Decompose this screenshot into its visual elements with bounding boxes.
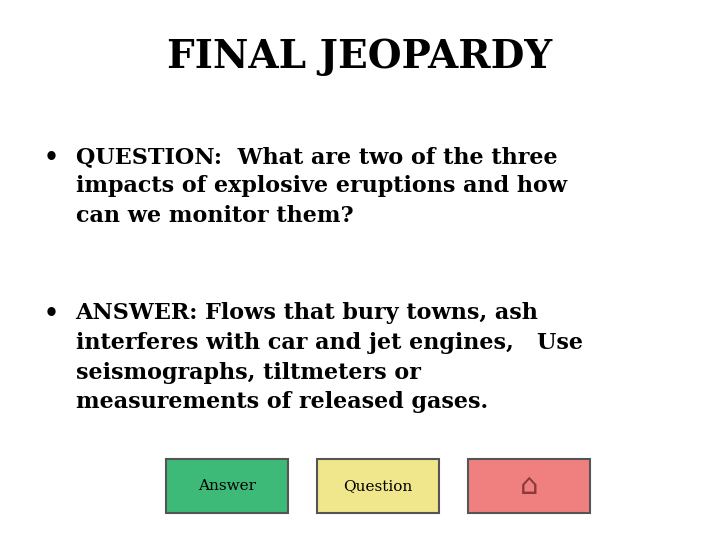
Text: QUESTION:  What are two of the three
impacts of explosive eruptions and how
can : QUESTION: What are two of the three impa…: [76, 146, 567, 227]
Text: Answer: Answer: [198, 479, 256, 493]
Text: FINAL JEOPARDY: FINAL JEOPARDY: [168, 38, 552, 76]
Text: ⌂: ⌂: [520, 472, 539, 500]
FancyBboxPatch shape: [166, 459, 288, 513]
Text: •: •: [43, 302, 58, 326]
Text: Question: Question: [343, 479, 413, 493]
FancyBboxPatch shape: [317, 459, 439, 513]
Text: •: •: [43, 146, 58, 170]
FancyBboxPatch shape: [468, 459, 590, 513]
Text: ANSWER: Flows that bury towns, ash
interferes with car and jet engines,   Use
se: ANSWER: Flows that bury towns, ash inter…: [76, 302, 582, 413]
